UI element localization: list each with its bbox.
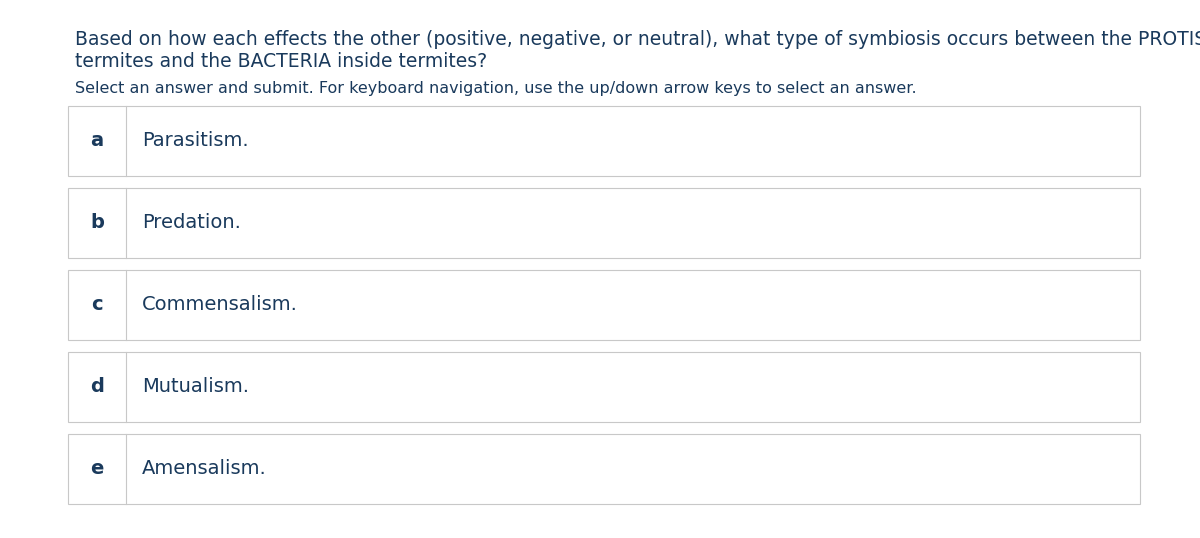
Text: Select an answer and submit. For keyboard navigation, use the up/down arrow keys: Select an answer and submit. For keyboar… [74, 81, 917, 96]
Text: b: b [90, 214, 104, 232]
Bar [68, 188, 1140, 258]
Bar [68, 352, 1140, 422]
Text: Commensalism.: Commensalism. [142, 295, 298, 315]
Bar [68, 434, 1140, 504]
Text: Parasitism.: Parasitism. [142, 131, 248, 151]
Text: a: a [90, 131, 103, 151]
Text: Mutualism.: Mutualism. [142, 378, 250, 397]
Text: termites and the BACTERIA inside termites?: termites and the BACTERIA inside termite… [74, 52, 487, 71]
Text: d: d [90, 378, 104, 397]
Bar [68, 270, 1140, 340]
Text: Predation.: Predation. [142, 214, 241, 232]
Text: e: e [90, 459, 103, 478]
Text: Based on how each effects the other (positive, negative, or neutral), what type : Based on how each effects the other (pos… [74, 30, 1200, 49]
Text: Amensalism.: Amensalism. [142, 459, 266, 478]
Bar [68, 106, 1140, 176]
Text: c: c [91, 295, 103, 315]
